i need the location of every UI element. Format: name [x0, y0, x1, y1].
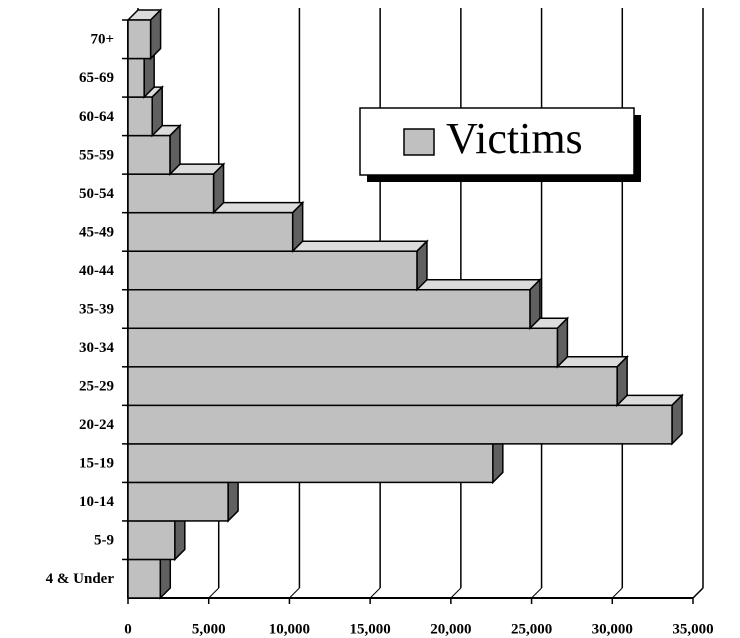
x-tick-label: 15,000 — [350, 621, 391, 637]
grid-line — [692, 587, 704, 599]
x-tick-label: 0 — [124, 621, 132, 637]
bar — [127, 366, 618, 407]
y-tick-label: 25-29 — [79, 379, 114, 395]
y-tick-label: 65-69 — [79, 70, 114, 86]
legend-swatch — [403, 128, 435, 156]
bar — [127, 443, 494, 484]
y-tick-label: 10-14 — [79, 494, 114, 510]
y-tick-label: 70+ — [90, 32, 114, 48]
bar — [127, 19, 152, 60]
bar — [127, 404, 673, 445]
legend: Victims — [359, 107, 641, 182]
x-tick-label: 5,000 — [192, 621, 226, 637]
x-tick-label: 20,000 — [430, 621, 471, 637]
y-tick-label: 60-64 — [79, 109, 114, 125]
grid-line — [208, 587, 220, 599]
bar — [127, 211, 294, 252]
grid-line — [450, 587, 462, 599]
y-tick-label: 5-9 — [94, 533, 114, 549]
bar — [127, 558, 162, 599]
x-tick-label: 35,000 — [672, 621, 713, 637]
bar — [127, 481, 229, 522]
bar — [127, 134, 171, 175]
y-tick-label: 45-49 — [79, 224, 114, 240]
bar — [127, 327, 559, 368]
y-tick-label: 35-39 — [79, 301, 114, 317]
y-tick-label: 30-34 — [79, 340, 114, 356]
x-tick-label: 30,000 — [592, 621, 633, 637]
bars: 4 & Under 5-9 10-14 15-19 20-24 25-29 30-34 35-… — [46, 8, 684, 600]
grid-line — [369, 587, 381, 599]
bar — [127, 57, 145, 98]
y-tick-label: 20-24 — [79, 417, 114, 433]
grid-line — [611, 587, 623, 599]
grid-line — [289, 587, 300, 599]
y-tick-label: 50-54 — [79, 186, 114, 202]
grid-line — [531, 587, 542, 599]
bar — [127, 250, 418, 291]
legend-label: Victims — [446, 114, 583, 163]
y-tick-label: 40-44 — [79, 263, 114, 279]
y-tick-label: 4 & Under — [46, 571, 115, 587]
bar — [127, 173, 215, 214]
bar — [127, 288, 531, 330]
y-tick-label: 55-59 — [79, 147, 114, 163]
x-tick-label: 25,000 — [511, 621, 552, 637]
y-tick-label: 15-19 — [79, 456, 114, 472]
bar — [127, 96, 153, 137]
x-tick-label: 10,000 — [269, 621, 310, 637]
bar — [127, 520, 176, 561]
